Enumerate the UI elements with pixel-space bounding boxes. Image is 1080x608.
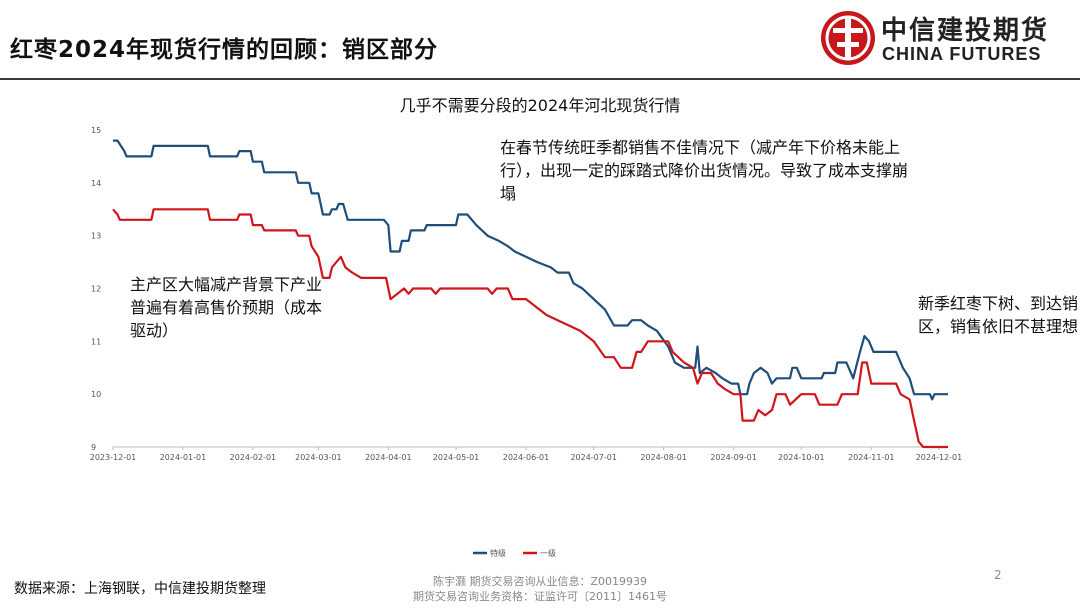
x-tick-label: 2024-08-01 bbox=[640, 453, 687, 462]
chart-title: 几乎不需要分段的2024年河北现货行情 bbox=[399, 96, 681, 115]
analyst-info: 陈宇灏 期货交易咨询从业信息：Z0019939 bbox=[432, 575, 648, 588]
annotation-new-season: 新季红枣下树、到达销区，销售依旧不甚理想 bbox=[918, 294, 1079, 336]
annotation-production-cut: 主产区大幅减产背景下产业普遍有着高售价预期（成本驱动） bbox=[130, 275, 323, 340]
logo-chinese-name: 中信建投期货 bbox=[881, 16, 1050, 46]
legend-label-1: 特级 bbox=[490, 548, 506, 558]
x-tick-label: 2024-11-01 bbox=[848, 453, 895, 462]
y-tick-label: 9 bbox=[91, 443, 96, 452]
y-tick-label: 15 bbox=[91, 126, 101, 135]
y-tick-label: 13 bbox=[91, 232, 101, 241]
x-tick-label: 2024-10-01 bbox=[778, 453, 825, 462]
x-tick-label: 2024-04-01 bbox=[365, 453, 412, 462]
x-tick-label: 2023-12-01 bbox=[90, 453, 137, 462]
x-tick-label: 2024-05-01 bbox=[433, 453, 480, 462]
page-number: 2 bbox=[994, 568, 1002, 582]
x-tick-label: 2024-03-01 bbox=[295, 453, 342, 462]
license-info: 期货交易咨询业务资格：证监许可〔2011〕1461号 bbox=[413, 590, 667, 603]
title-divider bbox=[0, 78, 1080, 80]
y-tick-label: 12 bbox=[91, 285, 101, 294]
series-line-2 bbox=[112, 208, 948, 449]
data-source-note: 数据来源：上海钢联，中信建投期货整理 bbox=[14, 581, 266, 597]
y-tick-label: 10 bbox=[91, 390, 101, 399]
x-tick-label: 2024-12-01 bbox=[916, 453, 963, 462]
x-tick-label: 2024-06-01 bbox=[503, 453, 550, 462]
citic-emblem-icon bbox=[821, 11, 875, 65]
logo-english-name: CHINA FUTURES bbox=[882, 44, 1042, 64]
x-tick-label: 2024-07-01 bbox=[570, 453, 617, 462]
y-tick-label: 11 bbox=[91, 337, 101, 346]
x-tick-label: 2024-09-01 bbox=[710, 453, 757, 462]
company-logo: 中信建投期货 CHINA FUTURES bbox=[818, 8, 1068, 70]
y-tick-label: 14 bbox=[91, 179, 101, 188]
series-line-1 bbox=[113, 139, 948, 401]
page-title: 红枣2024年现货行情的回顾：销区部分 bbox=[10, 37, 439, 63]
legend-label-2: 一级 bbox=[540, 548, 556, 558]
x-tick-label: 2024-01-01 bbox=[160, 453, 207, 462]
annotation-spring-festival: 在春节传统旺季都销售不佳情况下（减产年下价格未能上行），出现一定的踩踏式降价出货… bbox=[500, 138, 909, 203]
compliance-info: 陈宇灏 期货交易咨询从业信息：Z0019939 期货交易咨询业务资格：证监许可〔… bbox=[360, 574, 720, 604]
x-tick-label: 2024-02-01 bbox=[230, 453, 277, 462]
